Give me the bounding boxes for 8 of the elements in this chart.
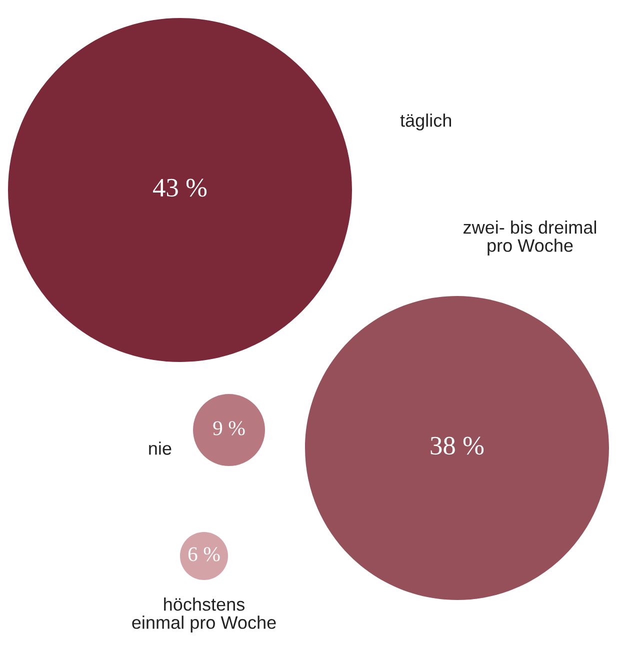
category-label: nie xyxy=(149,442,172,455)
data-label: 6 % xyxy=(188,547,220,562)
category-label: höchstens einmal pro Woche xyxy=(132,598,276,632)
category-label: zwei- bis dreimal pro Woche xyxy=(464,220,596,256)
data-label: 43 % xyxy=(153,178,207,197)
data-label: 38 % xyxy=(430,436,484,455)
category-label: täglich xyxy=(400,114,452,130)
data-label: 9 % xyxy=(213,421,245,436)
